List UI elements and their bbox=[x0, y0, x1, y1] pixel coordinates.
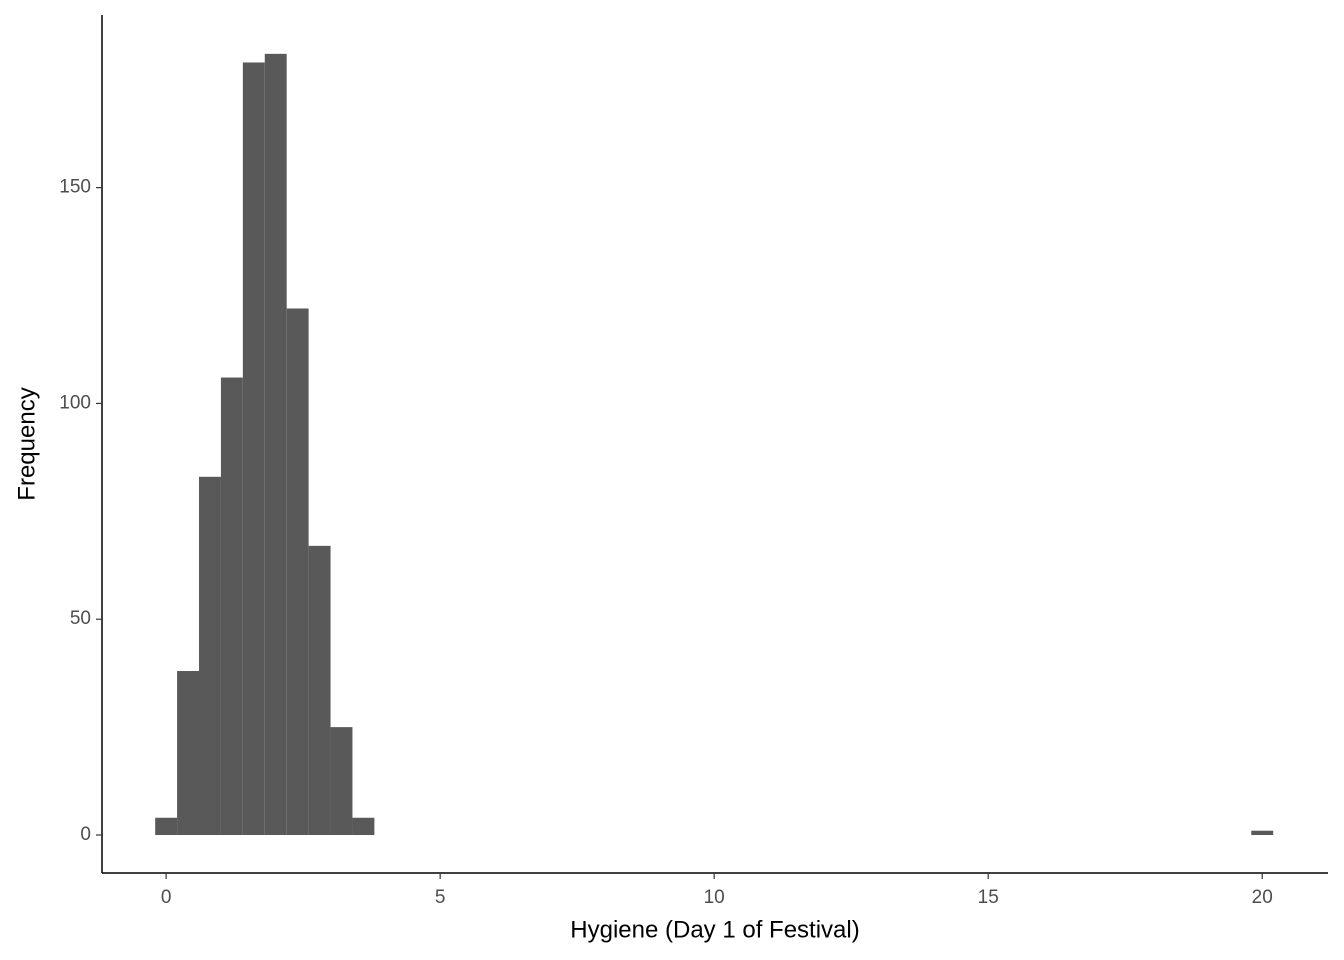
y-axis-label: Frequency bbox=[13, 387, 40, 500]
x-tick-label: 15 bbox=[978, 887, 999, 908]
bar bbox=[155, 817, 178, 836]
bar bbox=[308, 545, 331, 836]
x-tick-label: 0 bbox=[161, 887, 172, 908]
x-axis-label: Hygiene (Day 1 of Festival) bbox=[570, 916, 859, 943]
y-tick-label: 0 bbox=[80, 824, 91, 845]
bar bbox=[220, 377, 243, 836]
bar bbox=[264, 53, 287, 836]
x-tick-label: 5 bbox=[435, 887, 446, 908]
bar bbox=[199, 476, 221, 836]
x-tick-label: 20 bbox=[1252, 887, 1273, 908]
bar bbox=[286, 308, 309, 836]
y-tick-label: 50 bbox=[70, 608, 91, 629]
bar bbox=[177, 671, 200, 836]
x-tick-label: 10 bbox=[704, 887, 725, 908]
bar bbox=[330, 727, 353, 836]
y-tick-label: 100 bbox=[59, 392, 91, 413]
bar bbox=[242, 62, 265, 836]
y-tick-label: 150 bbox=[59, 177, 91, 198]
bar bbox=[1251, 830, 1274, 836]
bar bbox=[352, 817, 375, 836]
